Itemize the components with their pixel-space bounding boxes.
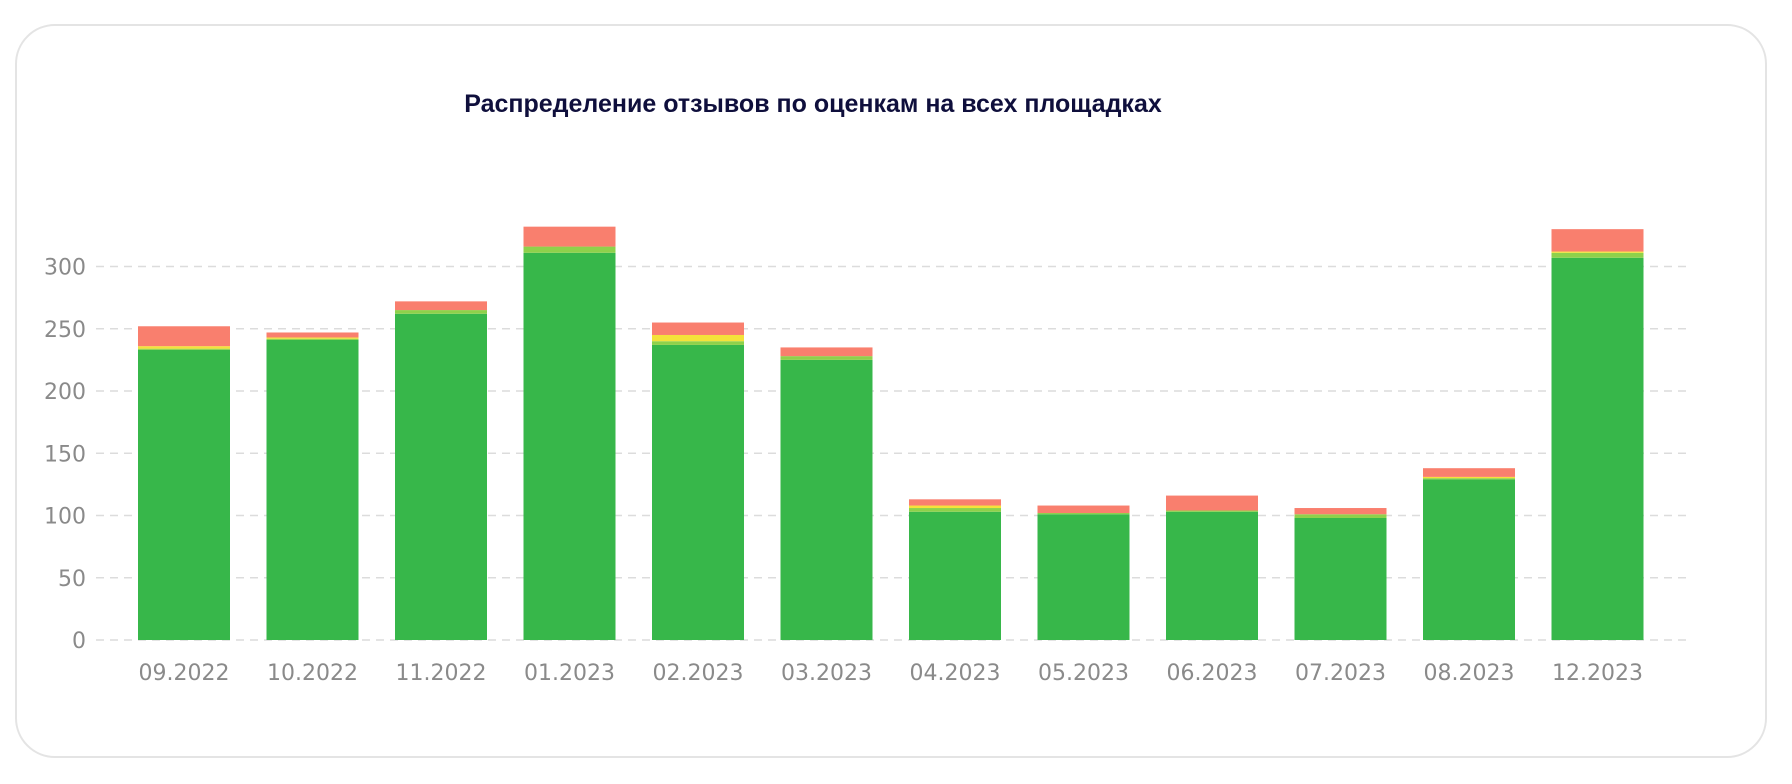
bar-segment[interactable] <box>523 226 616 247</box>
x-tick-label: 05.2023 <box>1038 661 1129 686</box>
bar-segment[interactable] <box>138 346 230 349</box>
x-tick-label: 01.2023 <box>524 661 615 686</box>
bar-segment[interactable] <box>266 338 359 340</box>
bar-segment[interactable] <box>780 347 873 357</box>
bar-segment[interactable] <box>909 499 1001 506</box>
bar-segment[interactable] <box>266 339 359 640</box>
bar-segment[interactable] <box>1551 229 1644 252</box>
bars <box>138 226 1644 640</box>
bar-segment[interactable] <box>1037 513 1130 515</box>
bar-segment[interactable] <box>1423 479 1515 640</box>
bar-segment[interactable] <box>1551 257 1644 640</box>
y-tick-label: 0 <box>72 629 86 654</box>
bar-segment[interactable] <box>1294 508 1387 515</box>
bar-segment[interactable] <box>909 511 1001 640</box>
bar-segment[interactable] <box>1037 514 1130 640</box>
x-tick-label: 12.2023 <box>1552 661 1643 686</box>
bar-segment[interactable] <box>1551 252 1644 258</box>
bar-segment[interactable] <box>652 334 744 342</box>
y-tick-label: 200 <box>44 380 86 405</box>
x-tick-label: 04.2023 <box>910 661 1001 686</box>
y-tick-label: 150 <box>44 442 86 467</box>
y-tick-label: 100 <box>44 505 86 530</box>
x-tick-label: 03.2023 <box>781 661 872 686</box>
bar-segment[interactable] <box>266 332 359 338</box>
bar-segment[interactable] <box>652 322 744 335</box>
bar-segment[interactable] <box>395 310 487 314</box>
y-tick-label: 50 <box>58 567 86 592</box>
bar-segment[interactable] <box>138 348 230 350</box>
x-tick-label: 08.2023 <box>1424 661 1515 686</box>
y-tick-label: 250 <box>44 318 86 343</box>
x-tick-label: 11.2022 <box>396 661 487 686</box>
bar-segment[interactable] <box>1423 468 1515 477</box>
bar-segment[interactable] <box>1294 514 1387 518</box>
bar-segment[interactable] <box>1423 476 1515 479</box>
bar-segment[interactable] <box>909 505 1001 509</box>
bar-segment[interactable] <box>780 359 873 640</box>
bar-segment[interactable] <box>1294 517 1387 640</box>
bar-segment[interactable] <box>1423 478 1515 480</box>
bar-segment[interactable] <box>1166 495 1258 511</box>
bar-segment[interactable] <box>523 252 616 640</box>
x-tick-label: 06.2023 <box>1167 661 1258 686</box>
bar-segment[interactable] <box>1037 505 1130 514</box>
x-tick-label: 09.2022 <box>139 661 230 686</box>
bar-segment[interactable] <box>395 301 487 311</box>
x-tick-label: 02.2023 <box>653 661 744 686</box>
axis-labels: 0 50 100 150 200 250 300 09.2022 10.2022 11.2022 0… <box>44 256 1643 687</box>
bar-segment[interactable] <box>780 356 873 360</box>
bar-segment[interactable] <box>652 344 744 640</box>
y-tick-label: 300 <box>44 256 86 281</box>
bar-segment[interactable] <box>138 349 230 640</box>
chart-title: Распределение отзывов по оценкам на всех… <box>464 90 1162 118</box>
bar-segment[interactable] <box>138 326 230 347</box>
bar-segment[interactable] <box>395 313 487 640</box>
x-tick-label: 10.2022 <box>267 661 358 686</box>
bar-segment[interactable] <box>266 337 359 339</box>
bar-segment[interactable] <box>652 341 744 345</box>
bar-segment[interactable] <box>1551 251 1644 253</box>
bar-segment[interactable] <box>909 508 1001 512</box>
bar-segment[interactable] <box>523 246 616 253</box>
x-tick-label: 07.2023 <box>1295 661 1386 686</box>
bar-segment[interactable] <box>1166 510 1258 512</box>
bar-segment[interactable] <box>1166 511 1258 640</box>
